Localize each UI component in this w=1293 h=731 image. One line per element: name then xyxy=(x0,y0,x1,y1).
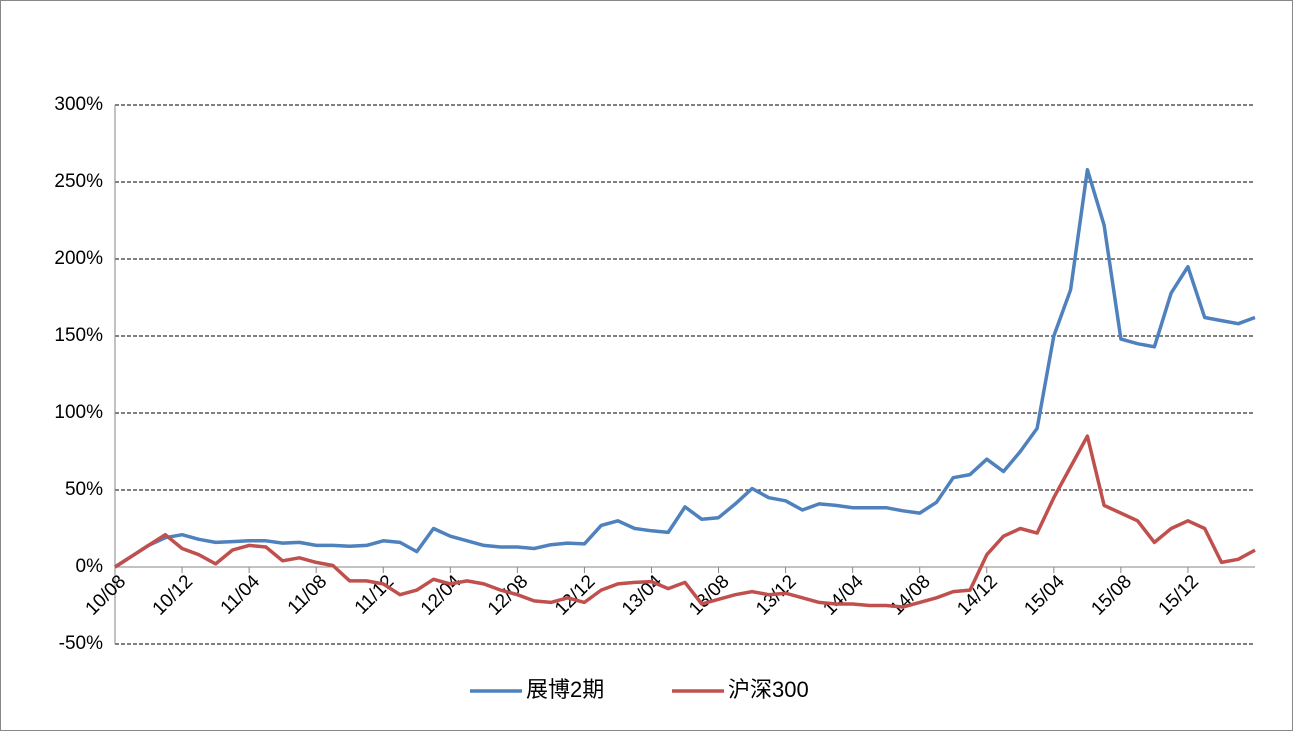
y-tick-label: 150% xyxy=(54,325,103,346)
y-tick-label: 100% xyxy=(54,402,103,423)
y-tick-label: -50% xyxy=(59,633,103,654)
legend-label: 展博2期 xyxy=(526,677,604,702)
series-line xyxy=(114,434,1256,609)
y-tick-label: 0% xyxy=(76,556,104,577)
series-line xyxy=(114,167,1256,569)
legend-label: 沪深300 xyxy=(728,677,809,702)
y-tick-label: 50% xyxy=(65,479,103,500)
y-tick-label: 250% xyxy=(54,171,103,192)
y-tick-label: 300% xyxy=(54,94,103,115)
y-tick-label: 200% xyxy=(54,248,103,269)
